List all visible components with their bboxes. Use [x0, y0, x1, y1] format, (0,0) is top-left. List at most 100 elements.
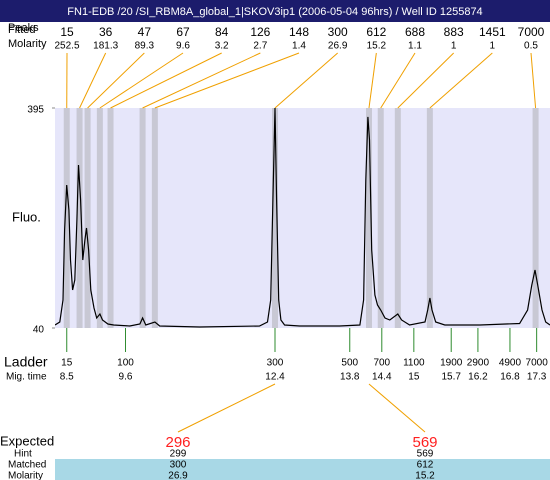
peak-molarity: 3.2: [215, 41, 229, 52]
ladder-time: 8.5: [60, 372, 74, 383]
peak-connector: [99, 52, 184, 109]
peak-row-label: Fitted: [8, 24, 36, 36]
expected-label: Expected: [0, 433, 54, 448]
matched-value: 612: [417, 460, 434, 471]
chart-title: FN1-EDB /20 /SI_RBM8A_global_1|SKOV3ip1 …: [67, 6, 482, 18]
peak-size: 300: [328, 25, 348, 39]
y-tick-label: 395: [27, 105, 44, 116]
peak-size: 688: [405, 25, 425, 39]
peak-connector: [368, 52, 377, 109]
peak-band: [76, 108, 83, 328]
peak-size: 883: [444, 25, 464, 39]
peak-connector: [530, 52, 537, 109]
hint-value: 569: [417, 449, 434, 460]
ladder-size: 1100: [403, 358, 425, 369]
ladder-time: 9.6: [119, 372, 133, 383]
peak-size: 612: [366, 25, 386, 39]
ladder-time: 14.4: [372, 372, 392, 383]
expected-value: 569: [412, 434, 437, 451]
peak-size: 36: [99, 25, 113, 39]
ladder-size: 700: [373, 358, 390, 369]
expected-value: 296: [165, 434, 190, 451]
ladder-size: 500: [341, 358, 358, 369]
ladder-time: 13.8: [340, 372, 360, 383]
peak-size: 15: [60, 25, 74, 39]
peak-molarity: 89.3: [135, 41, 155, 52]
matched-value: 300: [170, 460, 187, 471]
peak-band: [151, 108, 158, 328]
ladder-size: 1900: [440, 358, 463, 369]
trace-line: [55, 107, 550, 328]
peak-molarity: 26.9: [328, 41, 348, 52]
ladder-time: 17.3: [527, 372, 547, 383]
peak-size: 67: [176, 25, 190, 39]
peak-connector: [380, 52, 416, 109]
peak-molarity: 0.5: [524, 41, 538, 52]
peak-row-label: Peaks: [8, 22, 39, 34]
peak-molarity: 252.5: [54, 41, 79, 52]
hint-label: Hint: [14, 449, 32, 460]
y-axis-label: Fluo.: [12, 209, 41, 224]
mig-time-label: Mig. time: [6, 372, 47, 383]
peak-connector: [87, 52, 145, 109]
peak-band: [63, 108, 70, 328]
peak-connector: [110, 52, 222, 109]
peak-size: 148: [289, 25, 309, 39]
ladder-size: 7000: [526, 358, 549, 369]
peak-size: 126: [250, 25, 270, 39]
peak-size: 1451: [479, 25, 506, 39]
matched-row-bg: [55, 459, 550, 480]
matched-molarity: 15.2: [415, 471, 435, 480]
peak-band: [84, 108, 91, 328]
peak-band: [394, 108, 401, 328]
matched-molarity: 26.9: [168, 471, 188, 480]
hint-value: 299: [170, 449, 187, 460]
ladder-size: 2900: [467, 358, 490, 369]
peak-band: [272, 108, 278, 328]
peak-molarity: 2.7: [253, 41, 267, 52]
peak-connector: [429, 52, 493, 109]
plot-area: [55, 108, 550, 328]
peak-molarity: 1: [451, 41, 457, 52]
peak-connector: [142, 52, 261, 109]
ladder-time: 15.7: [441, 372, 461, 383]
peak-band: [532, 108, 539, 328]
trace-group: [55, 107, 550, 328]
ladder-size: 300: [267, 358, 284, 369]
peak-band: [365, 108, 372, 328]
ladder-size: 15: [61, 358, 73, 369]
ladder-time: 15: [408, 372, 420, 383]
molarity-label: Molarity: [8, 38, 47, 50]
ladder-time: 16.2: [468, 372, 488, 383]
peak-connector: [274, 52, 338, 109]
match-connector: [368, 383, 426, 433]
peak-molarity: 1.1: [408, 41, 422, 52]
peak-molarity: 9.6: [176, 41, 190, 52]
title-bar: [0, 0, 550, 22]
y-tick-label: 40: [33, 325, 45, 336]
peak-size: 47: [138, 25, 152, 39]
peak-band: [426, 108, 433, 328]
peak-molarity: 1.4: [292, 41, 306, 52]
peak-size: 7000: [518, 25, 545, 39]
peak-band: [377, 108, 384, 328]
peak-connector: [154, 52, 300, 109]
peak-molarity: 1: [490, 41, 496, 52]
peak-band: [139, 108, 146, 328]
peak-connector: [397, 52, 455, 109]
peak-band: [96, 108, 103, 328]
peak-molarity: 181.3: [93, 41, 118, 52]
ladder-time: 12.4: [265, 372, 285, 383]
ladder-size: 100: [117, 358, 134, 369]
peak-band: [107, 108, 114, 328]
expected-molarity-label: Molarity: [8, 471, 43, 480]
ladder-label: Ladder: [4, 354, 48, 370]
ladder-time: 16.8: [500, 372, 520, 383]
peak-size: 84: [215, 25, 229, 39]
peak-connector: [79, 52, 107, 109]
matched-label: Matched: [8, 460, 46, 471]
ladder-size: 4900: [499, 358, 522, 369]
match-connector: [177, 383, 276, 433]
